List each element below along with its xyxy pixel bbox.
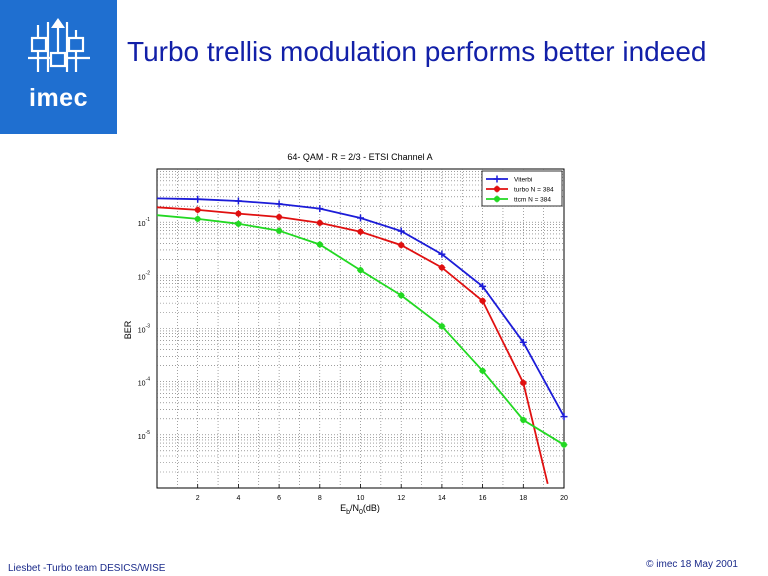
chart-title: 64- QAM - R = 2/3 - ETSI Channel A [287,152,432,162]
x-tick-label: 10 [357,495,365,502]
legend: Viterbi turbo N = 384 ttcm N = 384 [481,170,563,207]
legend-entry: Viterbi [486,175,532,184]
logo-text: imec [29,84,88,112]
x-tick-label: 20 [560,495,568,502]
footer-right: © imec 18 May 2001 [646,559,738,570]
x-tick-label: 8 [318,495,322,502]
y-tick-label: 10-5 [138,430,150,441]
series-ttcm [156,214,568,449]
y-tick-label: 10-3 [138,324,150,335]
x-tick-label: 16 [479,495,487,502]
y-axis-label: BER [123,320,133,339]
footer-left: Liesbet -Turbo team DESICS/WISE [8,563,166,574]
x-tick-label: 2 [196,495,200,502]
ber-chart: 64- QAM - R = 2/3 - ETSI Channel A 2 4 6 8 1… [123,152,568,516]
x-tick-label: 12 [397,495,405,502]
imec-logo: imec [0,0,117,134]
x-tick-label: 14 [438,495,446,502]
slide-title: Turbo trellis modulation performs better… [127,36,707,67]
x-axis-label: Eb/N0(dB) [340,503,380,516]
x-tick-label: 6 [277,495,281,502]
grid-lines [157,169,564,488]
legend-label: ttcm N = 384 [514,197,551,204]
series-viterbi [156,195,568,421]
x-tick-label: 4 [236,495,240,502]
y-tick-label: 10-4 [138,377,150,388]
legend-label: turbo N = 384 [514,187,554,194]
y-tick-labels: 10-1 10-2 10-3 10-4 10-5 [138,217,150,441]
legend-entry: ttcm N = 384 [486,195,551,204]
imec-logo-graphic [28,18,90,72]
data-series [156,195,568,485]
series-turbo [156,206,549,485]
legend-label: Viterbi [514,177,532,184]
x-tick-labels: 2 4 6 8 10 12 14 16 18 20 [196,484,568,502]
y-tick-label: 10-1 [138,217,150,228]
legend-entry: turbo N = 384 [486,185,554,194]
y-tick-label: 10-2 [138,270,150,281]
x-tick-label: 18 [519,495,527,502]
